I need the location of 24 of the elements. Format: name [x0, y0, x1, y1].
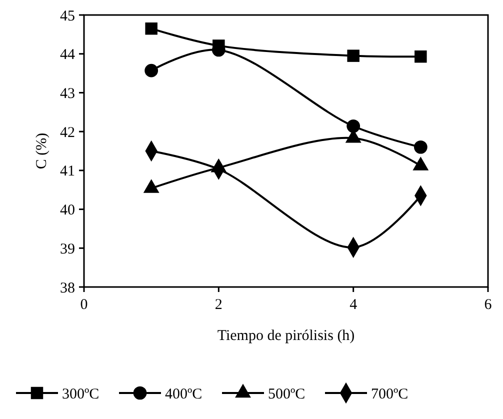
- y-tick-label: 41: [60, 164, 75, 180]
- y-tick-label: 39: [60, 241, 75, 258]
- point: [347, 50, 360, 62]
- x-axis-title: Tiempo de pirólisis (h): [217, 328, 355, 344]
- point: [145, 22, 158, 35]
- y-axis-title: C (%): [34, 132, 50, 170]
- y-tick-label: 44: [60, 47, 76, 64]
- x-tick-label: 0: [80, 297, 88, 313]
- x-tick-label: 6: [484, 297, 492, 313]
- legend-label: 700ºC: [371, 386, 408, 402]
- y-tick-label: 38: [60, 280, 75, 296]
- y-tick-label: 40: [60, 202, 75, 219]
- legend-label: 300ºC: [62, 386, 100, 402]
- x-tick-label: 4: [350, 297, 358, 313]
- y-tick-label: 45: [60, 8, 75, 24]
- x-tick-label: 2: [214, 297, 222, 313]
- point: [346, 119, 360, 133]
- point: [144, 64, 158, 78]
- legend-label: 400ºC: [165, 386, 202, 402]
- point: [414, 50, 427, 63]
- point: [414, 140, 428, 154]
- legend-label: 500ºC: [268, 386, 306, 402]
- y-tick-label: 43: [60, 86, 75, 102]
- y-tick-label: 42: [60, 124, 75, 141]
